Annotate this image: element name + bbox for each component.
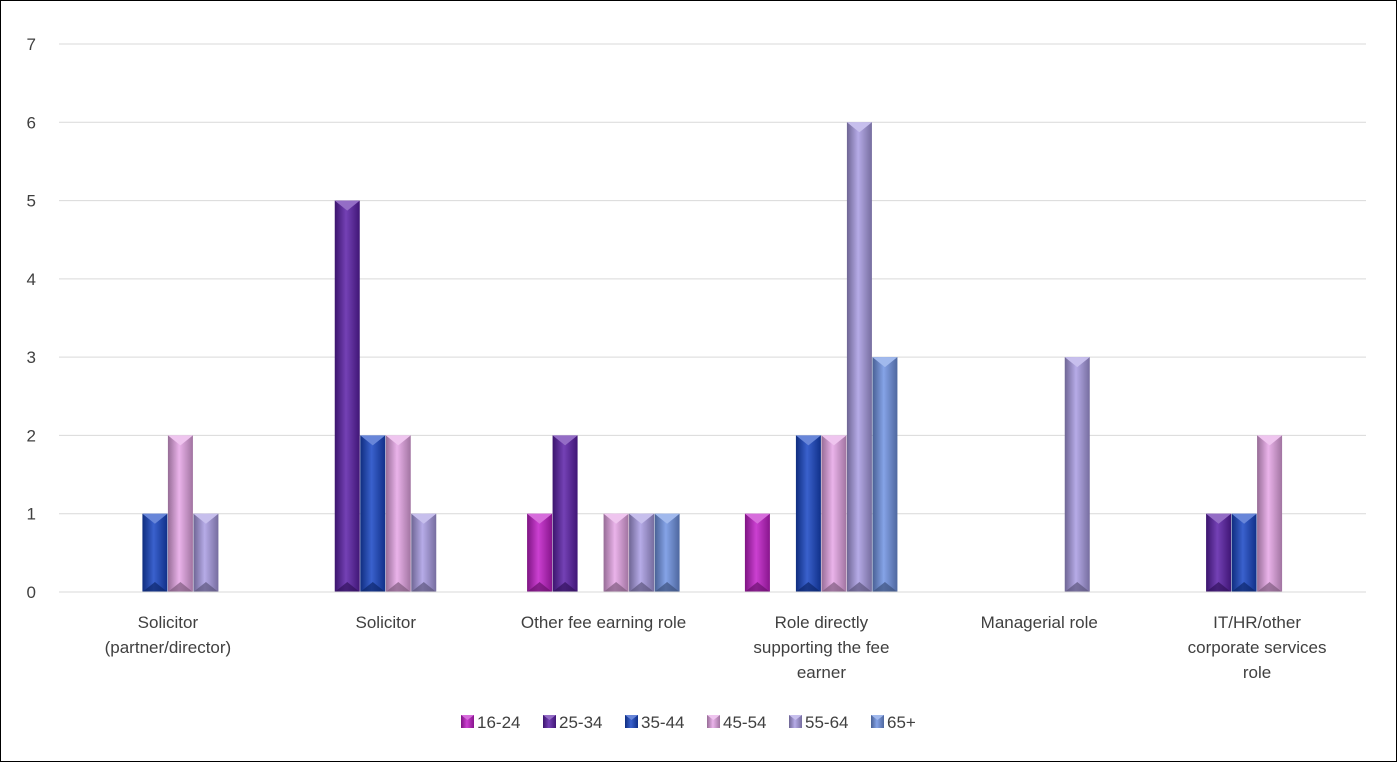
y-tick-label: 4: [27, 270, 36, 289]
bar: [795, 435, 821, 592]
legend-label: 45-54: [723, 713, 766, 732]
legend-item: 45-54: [707, 713, 766, 732]
category-label: Solicitor (partner/director): [105, 613, 232, 657]
bar: [411, 513, 437, 592]
legend-label: 16-24: [477, 713, 520, 732]
bar: [167, 435, 193, 592]
bar: [1231, 513, 1257, 592]
category-label: Other fee earning role: [521, 613, 686, 632]
legend-item: 16-24: [461, 713, 520, 732]
y-tick-label: 6: [27, 113, 36, 132]
bar: [654, 513, 680, 592]
category-label: Managerial role: [981, 613, 1098, 632]
legend-swatch: [871, 715, 884, 728]
y-tick-label: 1: [27, 505, 36, 524]
grid-lines: [59, 43, 1366, 515]
bars: [142, 122, 1283, 593]
legend-swatch: [461, 715, 474, 728]
legend-swatch: [707, 715, 720, 728]
category-label: IT/HR/other corporate services role: [1188, 613, 1327, 682]
bar: [629, 513, 655, 592]
bar: [193, 513, 219, 592]
y-tick-label: 0: [27, 583, 36, 602]
bar: [385, 435, 411, 592]
legend-label: 65+: [887, 713, 916, 732]
legend-item: 35-44: [625, 713, 684, 732]
y-tick-label: 3: [27, 348, 36, 367]
y-axis-tick-labels: 0 1 2 3 4 5 6 7: [27, 35, 36, 602]
category-label: Solicitor: [356, 613, 417, 632]
y-tick-label: 7: [27, 35, 36, 54]
legend-label: 25-34: [559, 713, 602, 732]
legend-swatch: [789, 715, 802, 728]
legend-swatch: [543, 715, 556, 728]
category-label: Role directly supporting the fee earner: [753, 613, 889, 682]
legend-item: 25-34: [543, 713, 602, 732]
legend-item: 65+: [871, 713, 916, 732]
legend-label: 35-44: [641, 713, 684, 732]
legend-label: 55-64: [805, 713, 848, 732]
bar: [334, 200, 360, 593]
bar: [527, 513, 553, 592]
category-labels: Solicitor (partner/director) Solicitor Othe…: [105, 613, 1327, 682]
bar: [1064, 357, 1090, 592]
legend: 16-24 25-34 35-44 45-54 55-64 65+: [461, 713, 916, 732]
bar: [552, 435, 578, 592]
bar: [603, 513, 629, 592]
bar: [872, 357, 898, 592]
bar: [821, 435, 847, 592]
bar: [744, 513, 770, 592]
legend-swatch: [625, 715, 638, 728]
bar: [142, 513, 168, 592]
bar: [1257, 435, 1283, 592]
bar: [360, 435, 386, 592]
legend-item: 55-64: [789, 713, 848, 732]
y-tick-label: 2: [27, 426, 36, 445]
bar: [846, 122, 872, 593]
y-tick-label: 5: [27, 192, 36, 211]
bar: [1206, 513, 1232, 592]
